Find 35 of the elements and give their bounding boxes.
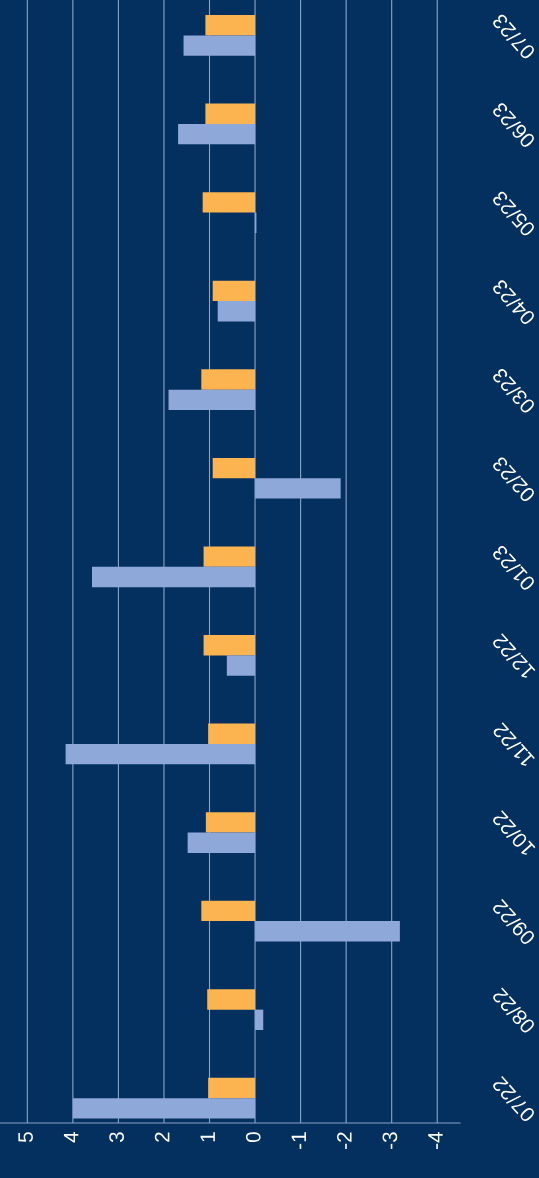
bar bbox=[255, 1009, 264, 1031]
bar bbox=[203, 546, 256, 567]
x-tick-label: 5 bbox=[18, 1132, 33, 1143]
bar bbox=[201, 900, 256, 922]
x-tick-label: -2 bbox=[336, 1132, 352, 1149]
bar bbox=[187, 832, 256, 853]
bar bbox=[208, 1077, 256, 1099]
bar bbox=[226, 655, 256, 676]
x-tick-label: -4 bbox=[428, 1131, 443, 1149]
bar bbox=[217, 301, 256, 322]
bar bbox=[205, 15, 256, 36]
bar bbox=[255, 478, 341, 499]
x-tick-label: 0 bbox=[245, 1132, 261, 1143]
bar bbox=[205, 103, 256, 124]
bar bbox=[92, 566, 256, 588]
bar bbox=[168, 389, 256, 411]
bar bbox=[212, 457, 256, 479]
x-tick-label: -1 bbox=[291, 1132, 306, 1149]
bar bbox=[178, 123, 256, 145]
bar bbox=[72, 1098, 256, 1119]
bar bbox=[203, 635, 256, 656]
x-tick-label: 2 bbox=[154, 1132, 170, 1142]
bar bbox=[202, 192, 256, 213]
bar bbox=[208, 723, 256, 744]
bar bbox=[201, 369, 256, 390]
x-tick-label: 3 bbox=[109, 1132, 125, 1143]
bar bbox=[212, 280, 256, 302]
bar bbox=[183, 35, 256, 56]
bar bbox=[205, 812, 256, 833]
x-tick-label: 1 bbox=[200, 1132, 215, 1142]
bar bbox=[207, 989, 256, 1010]
x-tick-label: 4 bbox=[63, 1131, 79, 1143]
bar bbox=[255, 921, 400, 942]
bar bbox=[65, 743, 256, 765]
x-tick-label: -3 bbox=[382, 1132, 398, 1149]
